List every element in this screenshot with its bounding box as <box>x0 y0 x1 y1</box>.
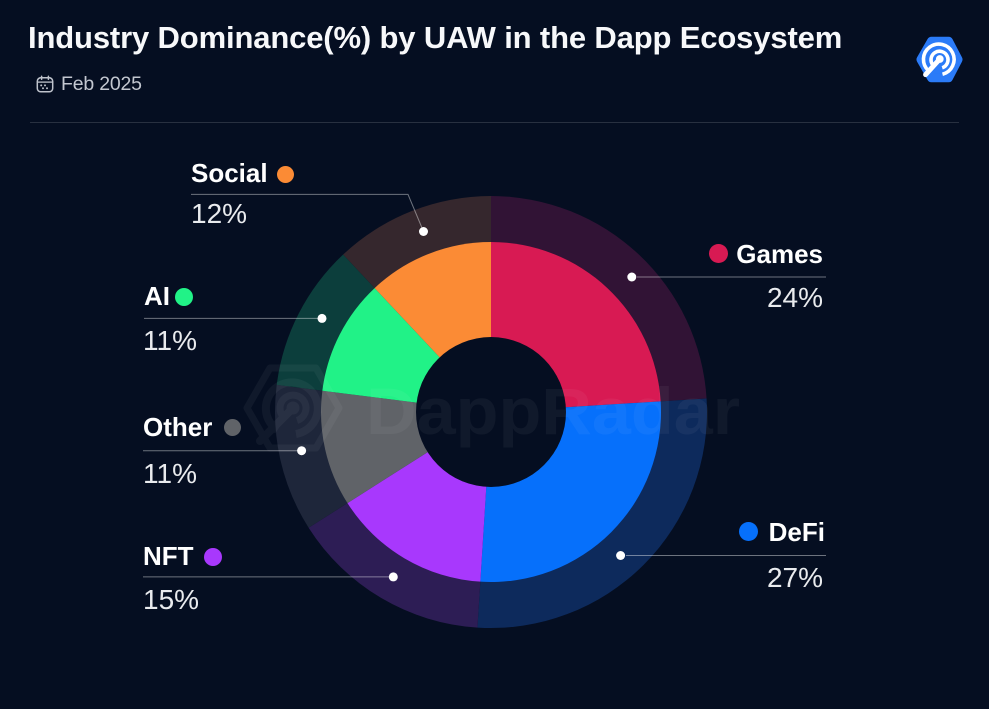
svg-text:DappRadar: DappRadar <box>366 374 740 448</box>
